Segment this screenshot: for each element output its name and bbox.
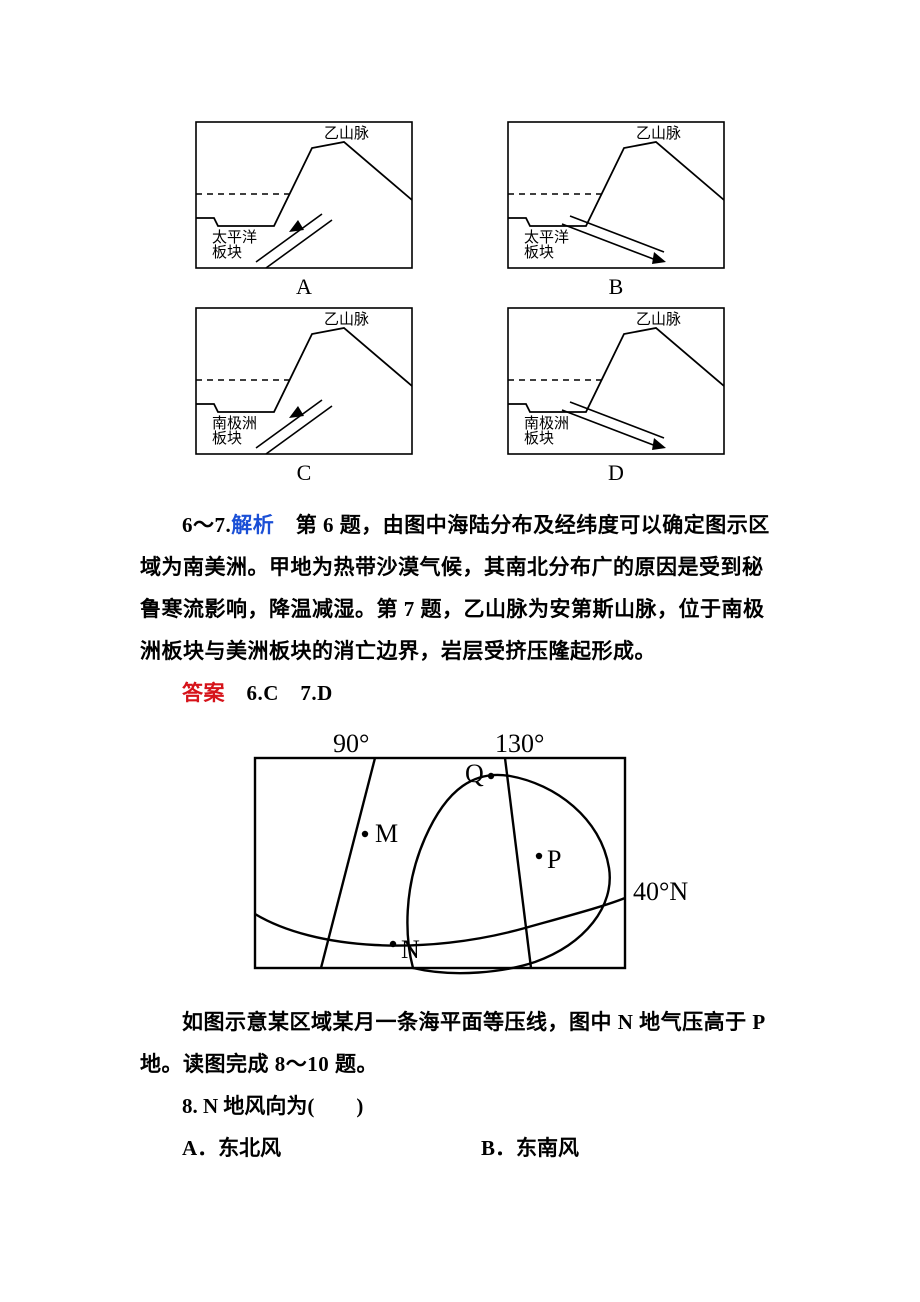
lat-label-40n: 40°N bbox=[633, 877, 688, 906]
answer-text: 6.C 7.D bbox=[247, 681, 333, 705]
analysis-prefix: 6～7. bbox=[182, 513, 231, 537]
map-point-n: N bbox=[401, 935, 420, 964]
mountain-label: 乙山脉 bbox=[636, 311, 681, 328]
diagram-panel-b: 乙山脉 太平洋板块 B bbox=[506, 120, 726, 300]
q8-stem: 8. N 地风向为( ) bbox=[140, 1085, 780, 1127]
plate-diagram-grid: 乙山脉 太平洋板块 A 乙山脉 bbox=[140, 120, 780, 486]
q8-option-b: B．东南风 bbox=[481, 1127, 780, 1169]
diagram-panel-c: 乙山脉 南极洲板块 C bbox=[194, 306, 414, 486]
lon-label-90: 90° bbox=[333, 729, 369, 758]
diagram-panel-d: 乙山脉 南极洲板块 D bbox=[506, 306, 726, 486]
plate-diagram-a: 乙山脉 太平洋板块 bbox=[194, 120, 414, 270]
diagram-caption-a: A bbox=[194, 274, 414, 300]
pressure-map-svg: 90° 130° 40°N M N P Q bbox=[225, 728, 695, 978]
mountain-label: 乙山脉 bbox=[636, 125, 681, 142]
pressure-map: 90° 130° 40°N M N P Q bbox=[140, 728, 780, 983]
plate-diagram-d: 乙山脉 南极洲板块 bbox=[506, 306, 726, 456]
answer-line: 答案 6.C 7.D bbox=[140, 672, 780, 714]
analysis-paragraph: 6～7.解析 第 6 题，由图中海陆分布及经纬度可以确定图示区域为南美洲。甲地为… bbox=[140, 504, 780, 672]
map-point-m: M bbox=[375, 819, 398, 848]
mountain-label: 乙山脉 bbox=[324, 311, 369, 328]
map-point-p: P bbox=[547, 845, 561, 874]
map-point-q: Q bbox=[465, 759, 484, 788]
diagram-caption-c: C bbox=[194, 460, 414, 486]
lon-label-130: 130° bbox=[495, 729, 544, 758]
analysis-label: 解析 bbox=[231, 513, 274, 537]
q8-options: A．东北风 B．东南风 bbox=[140, 1127, 780, 1169]
diagram-caption-b: B bbox=[506, 274, 726, 300]
q8-option-a: A．东北风 bbox=[182, 1127, 481, 1169]
diagram-caption-d: D bbox=[506, 460, 726, 486]
plate-diagram-b: 乙山脉 太平洋板块 bbox=[506, 120, 726, 270]
plate-diagram-c: 乙山脉 南极洲板块 bbox=[194, 306, 414, 456]
context-paragraph: 如图示意某区域某月一条海平面等压线，图中 N 地气压高于 P 地。读图完成 8～… bbox=[140, 1001, 780, 1085]
answer-label: 答案 bbox=[182, 681, 225, 705]
diagram-panel-a: 乙山脉 太平洋板块 A bbox=[194, 120, 414, 300]
mountain-label: 乙山脉 bbox=[324, 125, 369, 142]
